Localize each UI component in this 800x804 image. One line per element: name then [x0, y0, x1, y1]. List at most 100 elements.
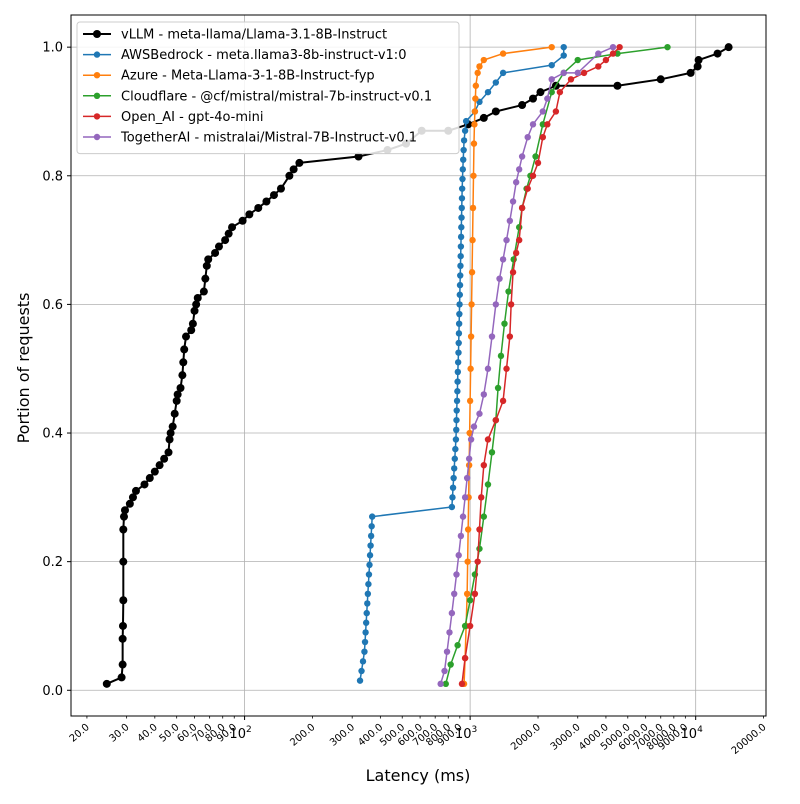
data-point-5-28 [524, 133, 531, 141]
data-point-3-26 [664, 43, 671, 51]
data-point-0-65 [613, 81, 622, 90]
data-point-3-11 [494, 384, 502, 392]
data-point-1-64 [548, 61, 555, 69]
data-point-4-14 [509, 269, 517, 276]
data-point-1-43 [457, 262, 464, 270]
data-point-0-3 [118, 634, 127, 643]
data-point-4-13 [507, 301, 515, 308]
data-point-5-19 [492, 301, 500, 308]
data-point-1-49 [458, 204, 465, 212]
data-point-2-13 [468, 269, 476, 276]
data-point-1-4 [361, 638, 369, 646]
data-point-0-19 [165, 435, 174, 444]
data-point-5-6 [453, 571, 460, 578]
data-point-0-25 [176, 384, 185, 393]
data-point-5-23 [506, 217, 514, 224]
data-point-2-14 [469, 236, 476, 244]
data-point-4-28 [602, 56, 610, 64]
data-point-2-25 [499, 50, 507, 57]
data-point-0-48 [269, 191, 278, 200]
data-point-1-45 [457, 243, 465, 250]
data-point-1-25 [452, 436, 460, 443]
y-tick-label-4: 0.8 [42, 169, 63, 184]
data-point-1-28 [453, 407, 460, 414]
data-point-0-34 [193, 293, 202, 302]
plot-frame [70, 14, 767, 717]
data-point-2-3 [463, 590, 471, 598]
data-point-0-71 [724, 43, 733, 52]
data-point-2-17 [470, 140, 478, 147]
data-point-2-21 [472, 82, 480, 89]
y-tick-label-2: 0.4 [42, 427, 63, 442]
data-point-0-35 [199, 287, 208, 296]
data-point-1-41 [456, 281, 464, 289]
data-point-1-52 [459, 175, 466, 183]
data-point-1-46 [457, 233, 465, 241]
data-point-2-19 [471, 108, 479, 115]
series-1 [356, 43, 567, 684]
data-point-0-13 [140, 480, 149, 489]
data-point-4-11 [503, 365, 510, 372]
x-minor-tick-label-8: 200.0 [288, 722, 317, 749]
data-point-4-15 [512, 249, 520, 257]
legend-label-1: AWSBedrock - meta.llama3-8b-instruct-v1:… [121, 48, 406, 63]
data-point-4-12 [506, 333, 514, 340]
y-tick-label-5: 1.0 [42, 41, 63, 56]
data-point-3-16 [515, 224, 523, 231]
data-point-4-18 [524, 185, 531, 192]
legend-swatch-marker-4 [93, 113, 101, 120]
data-point-1-62 [492, 79, 500, 86]
data-point-2-15 [469, 204, 477, 212]
data-point-5-30 [539, 108, 547, 115]
data-point-4-23 [552, 108, 560, 115]
x-minor-tick-label-2: 40.0 [136, 722, 160, 745]
data-point-2-10 [467, 365, 474, 372]
data-point-0-7 [119, 525, 128, 534]
data-point-4-8 [484, 436, 492, 443]
data-point-4-10 [499, 397, 507, 405]
data-point-5-13 [467, 436, 475, 443]
x-major-tick-label-1: 103 [455, 725, 477, 742]
data-point-3-24 [574, 56, 581, 64]
data-point-0-1 [117, 673, 126, 682]
data-point-1-42 [457, 272, 464, 279]
data-point-1-32 [454, 368, 462, 376]
data-point-1-38 [456, 310, 463, 318]
data-point-1-50 [458, 195, 466, 202]
legend-swatch-marker-1 [93, 51, 101, 58]
series-line-3 [445, 46, 668, 685]
data-point-0-61 [518, 101, 527, 110]
data-point-1-14 [367, 542, 374, 549]
data-point-0-45 [245, 210, 254, 219]
data-point-5-16 [480, 391, 488, 398]
data-point-1-10 [365, 580, 372, 588]
x-major-tick-label-2: 104 [681, 725, 704, 742]
legend-swatch-marker-3 [93, 92, 101, 100]
data-point-0-23 [172, 396, 181, 405]
data-point-1-17 [369, 513, 376, 520]
x-minor-tick-label-24: 20000.0 [730, 722, 769, 757]
data-point-2-11 [467, 333, 475, 340]
data-point-0-22 [170, 409, 179, 418]
data-point-4-4 [474, 558, 481, 565]
data-point-0-15 [150, 467, 159, 476]
data-point-1-34 [455, 349, 462, 356]
legend-swatch-marker-5 [93, 133, 101, 141]
data-point-3-4 [466, 597, 474, 604]
y-axis-label: Portion of requests [14, 293, 33, 444]
data-point-3-13 [501, 320, 508, 327]
data-point-3-3 [461, 622, 469, 630]
data-point-2-22 [474, 69, 481, 77]
data-point-5-17 [484, 365, 492, 372]
data-point-0-40 [214, 242, 223, 251]
data-point-0-52 [295, 158, 304, 167]
data-point-1-35 [455, 339, 462, 347]
data-point-3-22 [548, 88, 555, 96]
data-point-0-16 [155, 461, 164, 470]
data-point-0-60 [491, 107, 500, 116]
data-point-5-10 [461, 494, 469, 501]
data-point-5-26 [515, 166, 523, 173]
data-point-1-3 [361, 648, 368, 655]
data-point-1-9 [364, 590, 372, 598]
data-point-4-19 [529, 172, 537, 179]
